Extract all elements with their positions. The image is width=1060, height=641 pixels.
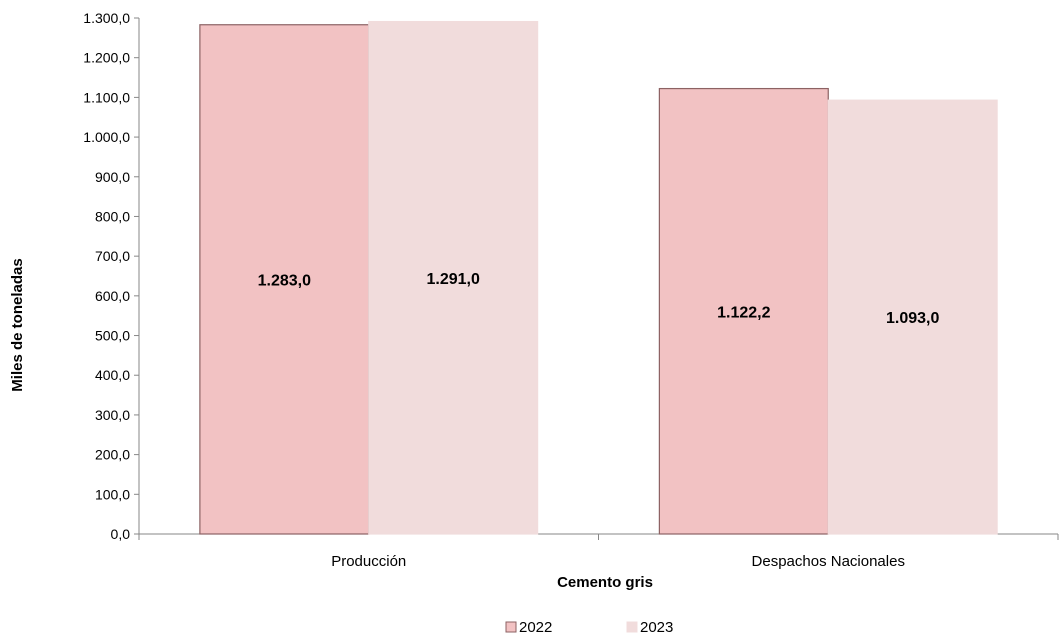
legend-swatch [626,621,638,633]
x-tick-label: Despachos Nacionales [752,553,905,570]
legend-swatch [505,621,517,633]
bar [827,99,998,535]
y-tick-label: 100,0 [95,486,130,502]
y-tick-label: 700,0 [95,248,130,264]
data-labels: 1.283,0 1.291,0 1.122,2 1.093,0 [258,271,940,327]
y-tick-label: 1.300,0 [83,10,130,26]
bars [199,20,998,535]
legend-label: 2023 [640,619,673,636]
x-tick-label: Producción [331,553,406,570]
y-axis: 0,0 100,0 200,0 300,0 400,0 500,0 600,0 700,0 80… [83,10,140,542]
x-axis: Producción Despachos Nacionales [138,533,1059,570]
y-tick-label: 1.000,0 [83,129,130,145]
y-tick-label: 600,0 [95,288,130,304]
y-tick-label: 500,0 [95,328,130,344]
bar [199,24,370,535]
y-tick-label: 800,0 [95,208,130,224]
y-tick-label: 200,0 [95,447,130,463]
data-label: 1.093,0 [886,310,939,327]
y-tick-label: 0,0 [111,526,131,542]
y-tick-label: 1.200,0 [83,50,130,66]
data-label: 1.122,2 [717,304,770,321]
data-label: 1.283,0 [258,272,311,289]
y-tick-label: 900,0 [95,169,130,185]
y-axis-title: Miles de toneladas [9,258,26,391]
data-label: 1.291,0 [426,271,479,288]
y-tick-label: 1.100,0 [83,89,130,105]
bar [368,20,539,535]
y-tick-label: 400,0 [95,367,130,383]
y-tick-label: 300,0 [95,407,130,423]
legend-label: 2022 [519,619,552,636]
legend: 2022 2023 [505,619,673,636]
bar [658,87,829,535]
x-axis-title: Cemento gris [557,574,653,591]
